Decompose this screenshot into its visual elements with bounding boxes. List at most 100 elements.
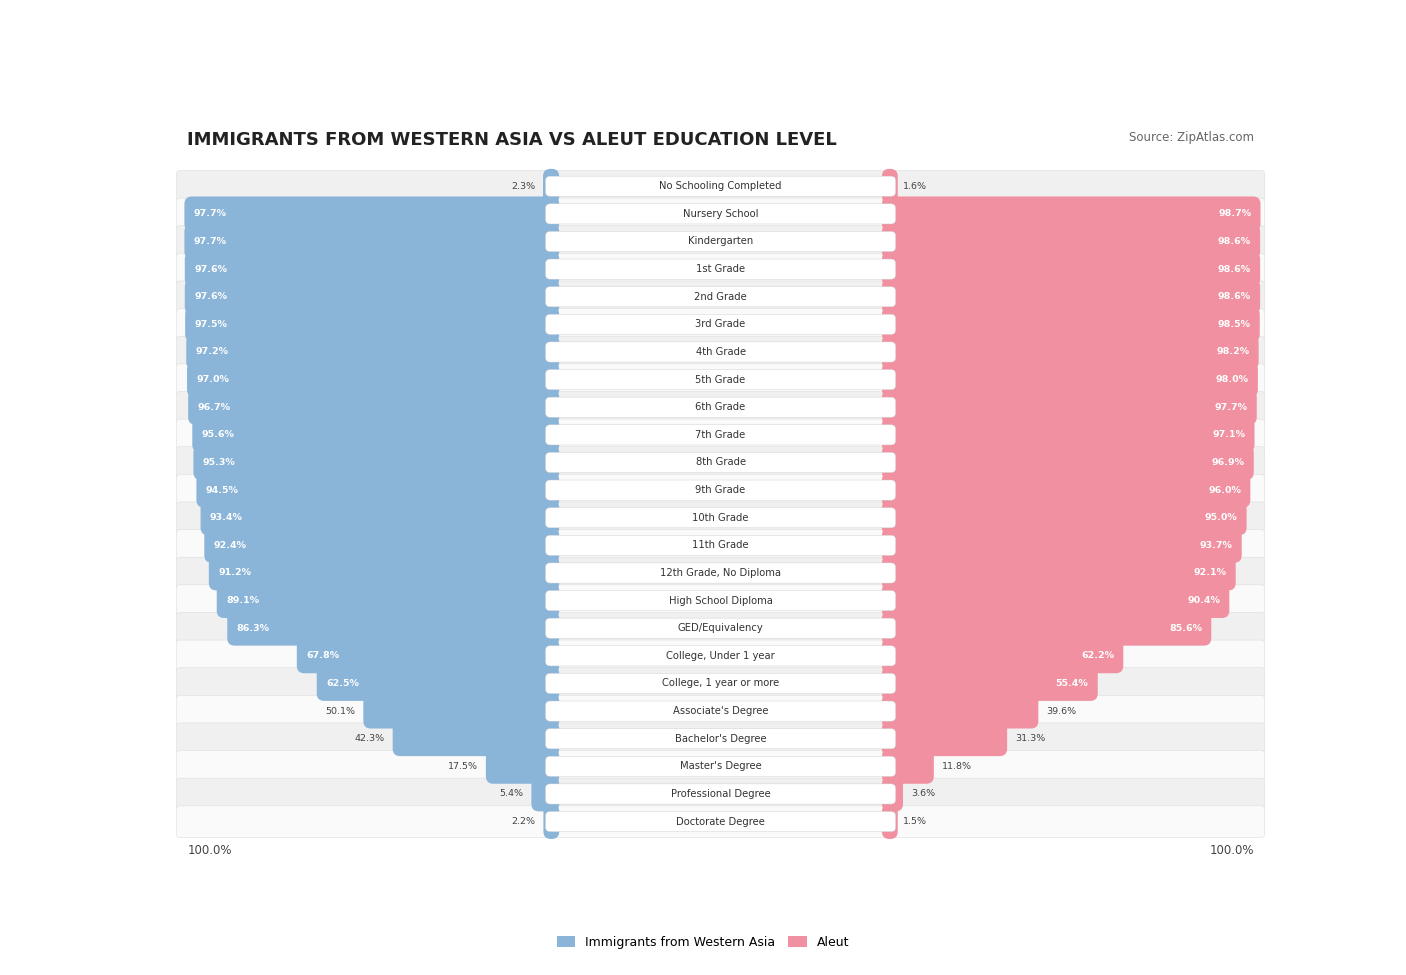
FancyBboxPatch shape [882, 583, 1229, 618]
Text: 98.7%: 98.7% [1218, 210, 1251, 218]
Text: 91.2%: 91.2% [218, 568, 252, 577]
Text: 5th Grade: 5th Grade [696, 374, 745, 384]
Text: 86.3%: 86.3% [236, 624, 270, 633]
Text: 97.5%: 97.5% [194, 320, 228, 329]
Text: 11.8%: 11.8% [942, 761, 972, 771]
Text: 98.0%: 98.0% [1216, 375, 1249, 384]
FancyBboxPatch shape [882, 224, 1260, 259]
Text: Professional Degree: Professional Degree [671, 789, 770, 799]
Text: 93.7%: 93.7% [1199, 541, 1233, 550]
Text: 100.0%: 100.0% [1209, 844, 1254, 857]
FancyBboxPatch shape [546, 425, 896, 445]
FancyBboxPatch shape [186, 307, 560, 342]
Text: 2nd Grade: 2nd Grade [695, 292, 747, 301]
FancyBboxPatch shape [177, 668, 1264, 699]
FancyBboxPatch shape [177, 502, 1264, 533]
Text: 96.0%: 96.0% [1208, 486, 1241, 494]
FancyBboxPatch shape [177, 695, 1264, 727]
Text: 42.3%: 42.3% [354, 734, 385, 743]
FancyBboxPatch shape [546, 480, 896, 500]
Text: 97.2%: 97.2% [195, 347, 229, 357]
FancyBboxPatch shape [546, 314, 896, 334]
FancyBboxPatch shape [177, 364, 1264, 396]
Text: 7th Grade: 7th Grade [696, 430, 745, 440]
FancyBboxPatch shape [882, 473, 1250, 508]
FancyBboxPatch shape [184, 197, 560, 231]
FancyBboxPatch shape [177, 585, 1264, 616]
Text: 62.2%: 62.2% [1081, 651, 1114, 660]
Text: 89.1%: 89.1% [226, 596, 259, 605]
FancyBboxPatch shape [882, 610, 1211, 645]
FancyBboxPatch shape [882, 804, 898, 839]
FancyBboxPatch shape [546, 701, 896, 722]
FancyBboxPatch shape [363, 693, 560, 728]
FancyBboxPatch shape [882, 666, 1098, 701]
Text: 62.5%: 62.5% [326, 679, 359, 688]
FancyBboxPatch shape [177, 336, 1264, 368]
FancyBboxPatch shape [882, 749, 934, 784]
Text: No Schooling Completed: No Schooling Completed [659, 181, 782, 191]
Text: 100.0%: 100.0% [187, 844, 232, 857]
FancyBboxPatch shape [882, 197, 1261, 231]
FancyBboxPatch shape [546, 259, 896, 279]
FancyBboxPatch shape [543, 804, 560, 839]
FancyBboxPatch shape [543, 169, 560, 204]
Text: 17.5%: 17.5% [449, 761, 478, 771]
Text: 95.3%: 95.3% [202, 458, 235, 467]
Text: Source: ZipAtlas.com: Source: ZipAtlas.com [1129, 131, 1254, 144]
FancyBboxPatch shape [882, 639, 1123, 674]
FancyBboxPatch shape [882, 527, 1241, 563]
Text: 97.1%: 97.1% [1212, 430, 1246, 440]
Text: 97.7%: 97.7% [194, 210, 226, 218]
FancyBboxPatch shape [177, 778, 1264, 810]
Text: 10th Grade: 10th Grade [692, 513, 749, 523]
Legend: Immigrants from Western Asia, Aleut: Immigrants from Western Asia, Aleut [551, 931, 855, 955]
FancyBboxPatch shape [177, 447, 1264, 479]
Text: 95.6%: 95.6% [201, 430, 235, 440]
FancyBboxPatch shape [177, 751, 1264, 782]
FancyBboxPatch shape [546, 645, 896, 666]
FancyBboxPatch shape [188, 390, 560, 425]
FancyBboxPatch shape [882, 363, 1258, 397]
Text: Master's Degree: Master's Degree [679, 761, 762, 771]
FancyBboxPatch shape [882, 307, 1260, 342]
Text: 5.4%: 5.4% [499, 790, 523, 799]
FancyBboxPatch shape [297, 639, 560, 674]
Text: Bachelor's Degree: Bachelor's Degree [675, 734, 766, 744]
FancyBboxPatch shape [546, 757, 896, 776]
FancyBboxPatch shape [546, 728, 896, 749]
FancyBboxPatch shape [882, 280, 1260, 314]
FancyBboxPatch shape [546, 342, 896, 362]
Text: 50.1%: 50.1% [326, 707, 356, 716]
FancyBboxPatch shape [546, 176, 896, 196]
FancyBboxPatch shape [177, 722, 1264, 755]
FancyBboxPatch shape [177, 805, 1264, 838]
Text: 3.6%: 3.6% [911, 790, 935, 799]
Text: 97.6%: 97.6% [194, 264, 228, 274]
FancyBboxPatch shape [546, 370, 896, 390]
Text: 11th Grade: 11th Grade [692, 540, 749, 550]
Text: 92.4%: 92.4% [214, 541, 246, 550]
FancyBboxPatch shape [177, 225, 1264, 257]
Text: 3rd Grade: 3rd Grade [696, 320, 745, 330]
Text: 98.6%: 98.6% [1218, 292, 1251, 301]
Text: 97.7%: 97.7% [194, 237, 226, 246]
FancyBboxPatch shape [392, 722, 560, 757]
Text: 97.7%: 97.7% [1215, 403, 1247, 411]
Text: 96.9%: 96.9% [1212, 458, 1244, 467]
FancyBboxPatch shape [177, 640, 1264, 672]
FancyBboxPatch shape [882, 556, 1236, 591]
Text: High School Diploma: High School Diploma [669, 596, 772, 605]
Text: 4th Grade: 4th Grade [696, 347, 745, 357]
FancyBboxPatch shape [546, 535, 896, 556]
FancyBboxPatch shape [177, 198, 1264, 230]
Text: 95.0%: 95.0% [1205, 513, 1237, 523]
Text: 55.4%: 55.4% [1056, 679, 1088, 688]
FancyBboxPatch shape [882, 252, 1260, 287]
FancyBboxPatch shape [531, 776, 560, 811]
FancyBboxPatch shape [882, 445, 1254, 480]
FancyBboxPatch shape [546, 204, 896, 224]
FancyBboxPatch shape [177, 281, 1264, 313]
Text: 31.3%: 31.3% [1015, 734, 1045, 743]
Text: 1.5%: 1.5% [903, 817, 927, 826]
